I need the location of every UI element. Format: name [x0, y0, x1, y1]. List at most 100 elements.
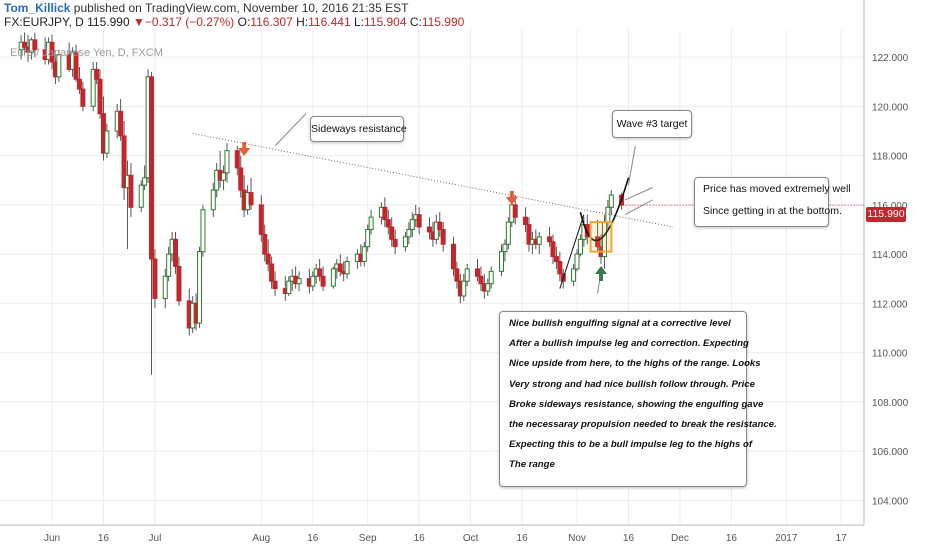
candle-body	[56, 54, 62, 78]
candle	[450, 236, 456, 277]
candle	[474, 259, 480, 282]
candle-body	[121, 135, 127, 189]
price-moved-line: Since getting in at the bottom.	[703, 205, 842, 217]
wave-target-callout[interactable]: Wave #3 target	[612, 110, 692, 138]
open-value: 116.307	[250, 15, 293, 29]
candle	[138, 180, 144, 213]
candle	[152, 249, 158, 309]
x-tick-label: 16	[726, 533, 738, 544]
candle	[464, 263, 470, 287]
candle-body	[166, 253, 172, 277]
y-tick-label: 114.000	[872, 250, 908, 261]
candle	[262, 224, 268, 262]
candle-body	[265, 253, 271, 265]
note-line: Expecting this to be a bull impulse leg …	[509, 439, 753, 451]
analysis-note-callout[interactable]: Nice bullish engulfing signal at a corre…	[499, 311, 777, 487]
sideways-resistance-line	[192, 132, 674, 228]
price-moved-callout[interactable]: Price has moved extremely well Since get…	[694, 177, 851, 227]
candle-body	[94, 68, 100, 80]
candle-body	[32, 39, 38, 51]
x-tick-label: 16	[98, 533, 110, 544]
candle	[94, 62, 100, 85]
candle	[118, 98, 124, 141]
x-tick-label: 16	[517, 533, 529, 544]
last-price: 115.990	[87, 15, 130, 29]
candle-body	[382, 206, 388, 221]
candle-body	[173, 238, 179, 267]
correction-curve	[579, 177, 630, 242]
candle	[73, 44, 79, 82]
low-label: L:	[353, 15, 364, 29]
engulfing-box	[589, 221, 613, 253]
x-tick-label: Nov	[568, 533, 586, 544]
low-value: 115.904	[364, 15, 407, 29]
candle	[265, 239, 271, 272]
last-price-tag: 115.990	[866, 207, 906, 222]
candle-body	[392, 238, 398, 248]
note-line: Nice bullish engulfing signal at a corre…	[509, 318, 731, 329]
arrow-head	[238, 148, 251, 156]
candle	[272, 271, 278, 296]
candle	[197, 246, 203, 328]
x-tick-label: 16	[414, 533, 426, 544]
candle-body	[76, 78, 82, 90]
author-link[interactable]: Tom_Killick	[4, 1, 71, 15]
candle	[433, 214, 439, 245]
candle	[523, 207, 529, 232]
candle-body	[512, 204, 518, 218]
price-moved-line: Price has moved extremely well	[703, 183, 851, 195]
candle-body	[361, 246, 367, 262]
candle	[505, 217, 511, 250]
candle	[485, 278, 491, 296]
candle	[402, 231, 408, 252]
arrow-shaft	[599, 273, 604, 281]
chart-subtitle: Euro / Japanese Yen, D, FXCM	[10, 47, 163, 59]
candle-body	[200, 209, 206, 253]
candle	[488, 266, 494, 289]
candle-body	[461, 280, 467, 297]
candle	[166, 246, 172, 282]
candle-body	[526, 224, 532, 245]
candle-body	[221, 172, 227, 181]
candle	[608, 190, 614, 215]
candle-body	[454, 268, 460, 282]
candle-body	[385, 219, 391, 228]
candle	[330, 266, 336, 289]
sideways-resistance-callout[interactable]: Sideways resistance	[310, 116, 407, 142]
x-tick-label: Dec	[671, 533, 689, 544]
x-tick-label: 16	[623, 533, 635, 544]
callout-pointer	[624, 199, 653, 216]
candle	[409, 212, 415, 237]
high-value: 116.441	[308, 15, 351, 29]
candle	[550, 234, 556, 264]
candle	[547, 227, 553, 247]
candle-body	[571, 268, 577, 282]
candle	[526, 217, 532, 252]
candle	[269, 256, 275, 289]
candle-body	[502, 243, 508, 253]
candle	[238, 155, 244, 198]
candle-body	[210, 189, 216, 211]
candle-body	[464, 268, 470, 282]
arrow-shaft	[242, 142, 247, 149]
candle	[499, 244, 505, 277]
arrow-shaft	[509, 191, 514, 198]
candle	[176, 256, 182, 306]
candle-body	[547, 236, 553, 243]
candle-body	[553, 256, 559, 262]
wave-target-label: Wave #3 target	[616, 118, 688, 130]
candle	[385, 209, 391, 235]
candle-body	[433, 221, 439, 240]
x-tick-label: Jun	[44, 533, 60, 544]
y-tick-label: 112.000	[872, 299, 908, 310]
open-label: O:	[237, 15, 251, 29]
candle	[149, 71, 155, 375]
candle-body	[389, 226, 395, 240]
candle	[200, 204, 206, 257]
y-tick-label: 116.000	[872, 201, 908, 212]
sideways-resistance-label: Sideways resistance	[311, 123, 407, 135]
candle-body	[49, 41, 55, 63]
publish-info: published on TradingView.com, November 1…	[70, 1, 409, 15]
x-tick-label: Oct	[463, 533, 479, 544]
impulse-trendline	[559, 214, 585, 289]
